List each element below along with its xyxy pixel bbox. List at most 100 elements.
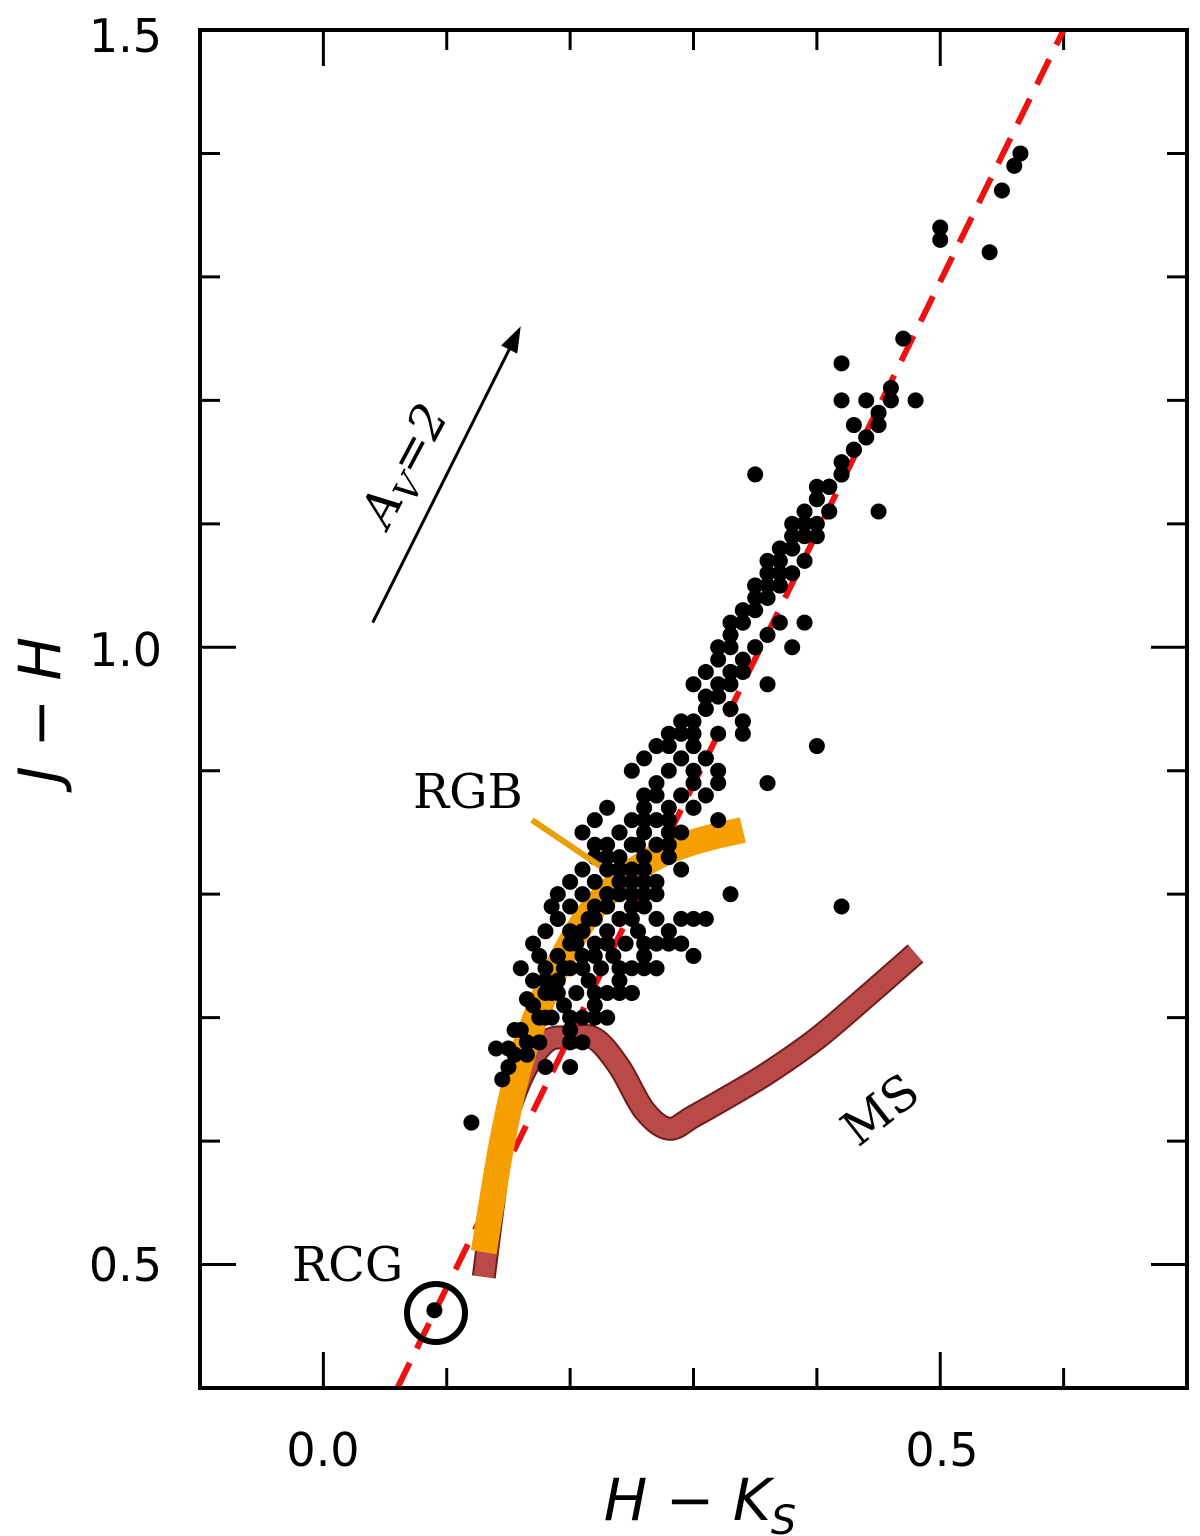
data-point <box>796 503 813 520</box>
data-point <box>734 602 751 619</box>
data-point <box>784 565 801 582</box>
data-point <box>685 775 702 792</box>
data-point <box>623 910 640 927</box>
data-point <box>833 355 850 372</box>
data-point <box>636 787 653 804</box>
data-point <box>636 750 653 767</box>
data-point <box>586 984 603 1001</box>
data-point <box>636 898 653 915</box>
data-point <box>697 787 714 804</box>
data-point <box>574 886 591 903</box>
data-point <box>599 923 616 940</box>
data-point <box>586 935 603 952</box>
data-point <box>537 1009 554 1026</box>
data-point <box>531 1034 548 1051</box>
data-point <box>623 873 640 890</box>
data-point <box>784 515 801 532</box>
data-point <box>562 1021 579 1038</box>
data-point <box>648 873 665 890</box>
data-point <box>660 799 677 816</box>
data-point <box>580 972 597 989</box>
data-point <box>734 725 751 742</box>
data-point <box>660 762 677 779</box>
data-point <box>549 910 566 927</box>
data-point <box>870 503 887 520</box>
data-point <box>722 639 739 656</box>
data-point <box>759 589 776 606</box>
data-point <box>697 750 714 767</box>
data-point <box>525 935 542 952</box>
data-point <box>525 997 542 1014</box>
data-point <box>611 910 628 927</box>
data-point <box>660 935 677 952</box>
data-point <box>555 997 572 1014</box>
data-point <box>821 478 838 495</box>
data-point <box>463 1114 480 1131</box>
axis-tick-labels: 0.0 0.5 0.5 1.0 1.5 <box>89 9 979 1477</box>
data-point <box>808 528 825 545</box>
data-point <box>747 466 764 483</box>
y-tick-label-0: 0.5 <box>89 1238 162 1292</box>
data-point <box>512 1021 529 1038</box>
data-point <box>685 947 702 964</box>
data-point <box>648 738 665 755</box>
data-point <box>673 824 690 841</box>
y-tick-label-2: 1.5 <box>89 9 162 63</box>
data-point <box>734 651 751 668</box>
data-point <box>833 392 850 409</box>
data-point <box>629 836 646 853</box>
data-point <box>981 244 998 261</box>
x-tick-label-0: 0.0 <box>286 1423 359 1477</box>
data-point <box>771 577 788 594</box>
data-point <box>932 219 949 236</box>
data-point <box>531 947 548 964</box>
data-point <box>648 787 665 804</box>
data-point <box>771 552 788 569</box>
rgb-pointer-line <box>530 817 602 869</box>
data-point <box>549 972 566 989</box>
data-point <box>697 910 714 927</box>
data-point <box>673 750 690 767</box>
data-point <box>617 935 634 952</box>
data-point <box>1012 145 1029 162</box>
data-point <box>747 602 764 619</box>
av-label-rest: =2 <box>377 395 460 484</box>
data-point <box>648 836 665 853</box>
data-point <box>562 1059 579 1076</box>
data-point <box>636 799 653 816</box>
data-point <box>586 997 603 1014</box>
data-point <box>623 762 640 779</box>
data-point <box>845 417 862 434</box>
data-point <box>673 910 690 927</box>
data-point <box>518 1034 535 1051</box>
data-point <box>710 651 727 668</box>
data-point <box>599 836 616 853</box>
data-point <box>580 910 597 927</box>
data-point <box>993 182 1010 199</box>
data-point <box>796 528 813 545</box>
x-tick-label-1: 0.5 <box>905 1423 978 1477</box>
y-tick-label-1: 1.0 <box>89 623 162 677</box>
data-point <box>500 1059 517 1076</box>
data-point <box>562 923 579 940</box>
data-point <box>426 1302 443 1319</box>
data-point <box>673 861 690 878</box>
data-point <box>611 849 628 866</box>
data-point <box>623 960 640 977</box>
annotations: RGB RCG MS AV=2 <box>292 326 930 1345</box>
data-point <box>648 812 665 829</box>
data-point <box>599 886 616 903</box>
data-point <box>611 873 628 890</box>
data-point <box>660 812 677 829</box>
reddening-vector-arrowhead <box>501 326 521 354</box>
data-point <box>685 738 702 755</box>
data-point <box>543 898 560 915</box>
data-point <box>722 886 739 903</box>
data-point <box>636 861 653 878</box>
data-point <box>623 886 640 903</box>
data-point <box>673 725 690 742</box>
data-point <box>611 960 628 977</box>
data-point <box>771 540 788 557</box>
data-point <box>623 812 640 829</box>
data-point <box>660 725 677 742</box>
